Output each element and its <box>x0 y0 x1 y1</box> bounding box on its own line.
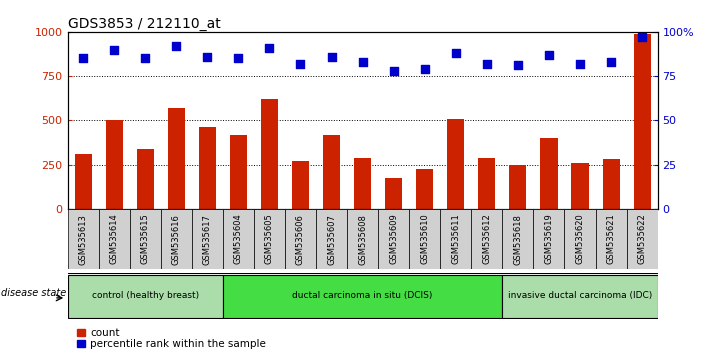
Text: GSM535611: GSM535611 <box>451 214 460 264</box>
FancyBboxPatch shape <box>285 209 316 269</box>
Text: ductal carcinoma in situ (DCIS): ductal carcinoma in situ (DCIS) <box>292 291 433 300</box>
FancyBboxPatch shape <box>223 275 503 318</box>
Bar <box>479 159 496 209</box>
Bar <box>354 158 371 209</box>
FancyBboxPatch shape <box>192 209 223 269</box>
Bar <box>292 161 309 209</box>
FancyBboxPatch shape <box>378 209 410 269</box>
FancyBboxPatch shape <box>254 209 285 269</box>
FancyBboxPatch shape <box>68 275 223 318</box>
Bar <box>230 135 247 209</box>
FancyBboxPatch shape <box>533 209 565 269</box>
Text: GSM535620: GSM535620 <box>575 214 584 264</box>
Text: GSM535614: GSM535614 <box>109 214 119 264</box>
Point <box>543 52 555 58</box>
FancyBboxPatch shape <box>161 209 192 269</box>
Text: GDS3853 / 212110_at: GDS3853 / 212110_at <box>68 17 220 31</box>
Text: GSM535616: GSM535616 <box>172 214 181 264</box>
Point <box>232 56 244 61</box>
Bar <box>168 108 185 209</box>
Point <box>512 63 523 68</box>
Text: GSM535610: GSM535610 <box>420 214 429 264</box>
Point <box>77 56 89 61</box>
Bar <box>602 159 619 209</box>
Bar <box>261 99 278 209</box>
Point <box>574 61 586 67</box>
Text: GSM535615: GSM535615 <box>141 214 150 264</box>
FancyBboxPatch shape <box>626 209 658 269</box>
Text: GSM535605: GSM535605 <box>265 214 274 264</box>
FancyBboxPatch shape <box>129 209 161 269</box>
FancyBboxPatch shape <box>503 275 658 318</box>
Point <box>109 47 120 52</box>
Text: GSM535622: GSM535622 <box>638 214 646 264</box>
Point <box>264 45 275 51</box>
Text: disease state: disease state <box>1 288 67 298</box>
Point <box>481 61 493 67</box>
Point <box>171 43 182 49</box>
Bar <box>416 169 433 209</box>
Text: GSM535619: GSM535619 <box>545 214 553 264</box>
Bar <box>137 149 154 209</box>
Bar <box>323 135 340 209</box>
Text: control (healthy breast): control (healthy breast) <box>92 291 199 300</box>
FancyBboxPatch shape <box>503 209 533 269</box>
Point <box>636 34 648 40</box>
Text: GSM535613: GSM535613 <box>79 214 87 264</box>
Point <box>139 56 151 61</box>
Bar <box>199 127 216 209</box>
FancyBboxPatch shape <box>68 209 99 269</box>
Text: GSM535609: GSM535609 <box>389 214 398 264</box>
FancyBboxPatch shape <box>316 209 347 269</box>
Bar <box>106 120 123 209</box>
Text: GSM535606: GSM535606 <box>296 214 305 264</box>
Bar <box>385 178 402 209</box>
Point <box>388 68 400 74</box>
Point <box>450 50 461 56</box>
FancyBboxPatch shape <box>410 209 440 269</box>
Bar <box>634 34 651 209</box>
Text: GSM535618: GSM535618 <box>513 214 523 264</box>
Bar <box>75 154 92 209</box>
FancyBboxPatch shape <box>347 209 378 269</box>
Text: GSM535608: GSM535608 <box>358 214 367 264</box>
Point <box>605 59 616 65</box>
Legend: count, percentile rank within the sample: count, percentile rank within the sample <box>73 324 270 353</box>
FancyBboxPatch shape <box>223 209 254 269</box>
Point <box>419 66 430 72</box>
Point <box>326 54 337 59</box>
Text: GSM535621: GSM535621 <box>606 214 616 264</box>
Bar <box>572 163 589 209</box>
Bar <box>447 119 464 209</box>
FancyBboxPatch shape <box>471 209 503 269</box>
Point <box>202 54 213 59</box>
Text: GSM535604: GSM535604 <box>234 214 243 264</box>
Bar <box>540 138 557 209</box>
Point <box>357 59 368 65</box>
Text: GSM535607: GSM535607 <box>327 214 336 264</box>
Text: GSM535617: GSM535617 <box>203 214 212 264</box>
Bar <box>509 166 526 209</box>
Point <box>295 61 306 67</box>
FancyBboxPatch shape <box>99 209 129 269</box>
Text: GSM535612: GSM535612 <box>482 214 491 264</box>
FancyBboxPatch shape <box>440 209 471 269</box>
Text: invasive ductal carcinoma (IDC): invasive ductal carcinoma (IDC) <box>508 291 652 300</box>
FancyBboxPatch shape <box>565 209 596 269</box>
FancyBboxPatch shape <box>596 209 626 269</box>
